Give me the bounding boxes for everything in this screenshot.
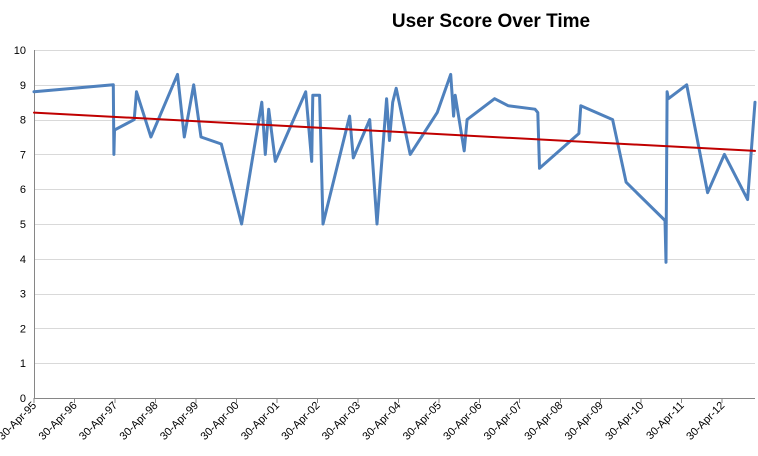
y-tick-label: 1 (20, 358, 26, 370)
x-tick-label: 30-Apr-00 (199, 400, 242, 443)
x-tick-label: 30-Apr-02 (279, 400, 322, 443)
x-tick-label: 30-Apr-08 (522, 400, 565, 443)
x-tick-label: 30-Apr-11 (644, 400, 687, 443)
x-tick-label: 30-Apr-96 (37, 400, 80, 443)
x-tick-label: 30-Apr-97 (77, 400, 120, 443)
x-tick-label: 30-Apr-98 (118, 400, 161, 443)
y-tick-label: 7 (20, 149, 26, 161)
y-tick-labels: 0 1 2 3 4 5 6 7 8 9 10 (14, 45, 26, 405)
x-tick-label: 30-Apr-07 (482, 400, 525, 443)
score-series-line (32, 72, 757, 264)
chart-title: User Score Over Time (392, 11, 590, 32)
x-tick-labels: 30-Apr-9530-Apr-9630-Apr-9730-Apr-9830-A… (0, 400, 727, 443)
x-tick-label: 30-Apr-01 (239, 400, 282, 443)
y-tick-label: 4 (20, 254, 26, 266)
x-tick-label: 30-Apr-99 (158, 400, 201, 443)
y-tick-label: 6 (20, 184, 26, 196)
gridlines (34, 50, 755, 364)
series-lines (32, 72, 757, 264)
trend-line (33, 111, 756, 152)
x-tick-label: 30-Apr-05 (401, 400, 444, 443)
y-tick-label: 5 (20, 219, 26, 231)
x-tick-label: 30-Apr-06 (441, 400, 484, 443)
y-tick-label: 0 (20, 393, 26, 405)
y-tick-label: 9 (20, 80, 26, 92)
x-tick-label: 30-Apr-09 (563, 400, 606, 443)
y-tick-label: 3 (20, 289, 26, 301)
x-tick-label: 30-Apr-04 (360, 400, 403, 443)
y-tick-label: 2 (20, 323, 26, 335)
axes (33, 50, 755, 403)
x-tick-label: 30-Apr-10 (603, 400, 646, 443)
x-tick-label: 30-Apr-12 (684, 400, 727, 443)
x-tick-label: 30-Apr-95 (0, 400, 39, 443)
y-tick-label: 8 (20, 115, 26, 127)
y-tick-label: 10 (14, 45, 26, 57)
x-tick-label: 30-Apr-03 (320, 400, 363, 443)
